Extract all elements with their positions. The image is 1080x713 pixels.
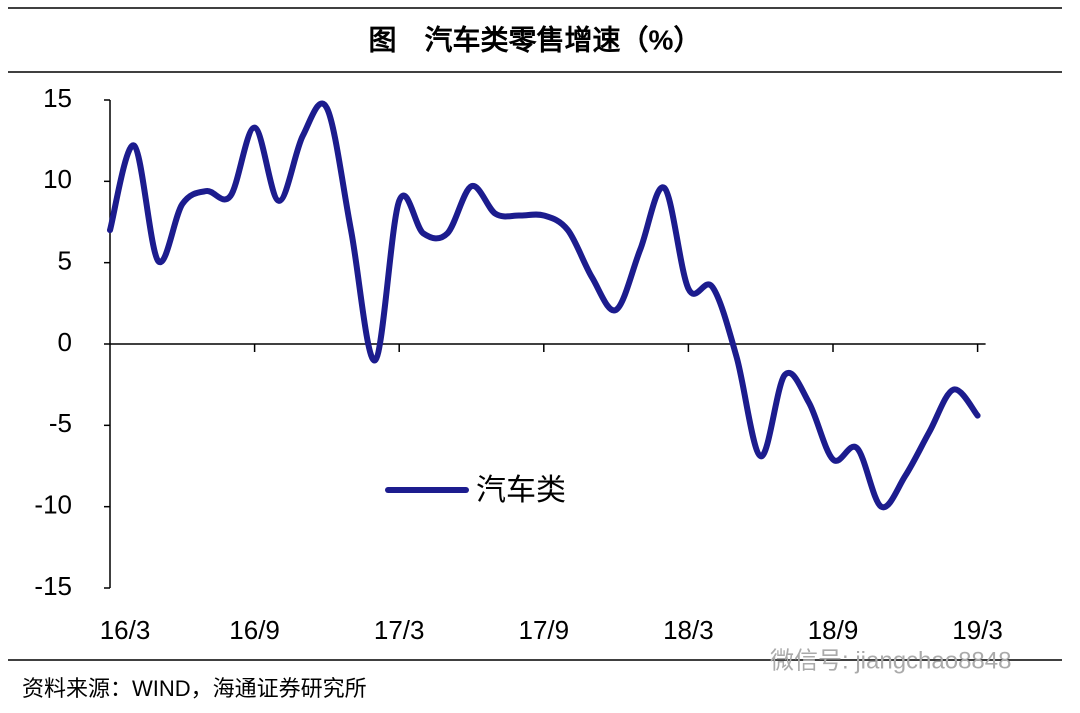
source: 资料来源：WIND，海通证券研究所 [22, 676, 367, 701]
y-tick-label: 5 [58, 246, 72, 276]
chart-title: 图 汽车类零售增速（%） [369, 23, 702, 55]
y-tick-label: 10 [43, 164, 72, 194]
x-tick-label: 16/3 [100, 615, 151, 645]
x-tick-label: 17/9 [518, 615, 569, 645]
x-tick-label: 18/3 [663, 615, 714, 645]
x-tick-label: 16/9 [229, 615, 280, 645]
watermark: 微信号: jiangchao8848 [770, 647, 1011, 674]
series-line [107, 100, 981, 511]
y-tick-label: -5 [49, 408, 72, 438]
x-tick-label: 18/9 [808, 615, 859, 645]
x-tick-label: 17/3 [374, 615, 425, 645]
x-tick-label: 19/3 [952, 615, 1003, 645]
y-tick-label: 15 [43, 83, 72, 113]
y-tick-label: 0 [58, 327, 72, 357]
y-tick-label: -15 [34, 571, 72, 601]
y-tick-label: -10 [34, 490, 72, 520]
legend-label: 汽车类 [476, 474, 566, 507]
